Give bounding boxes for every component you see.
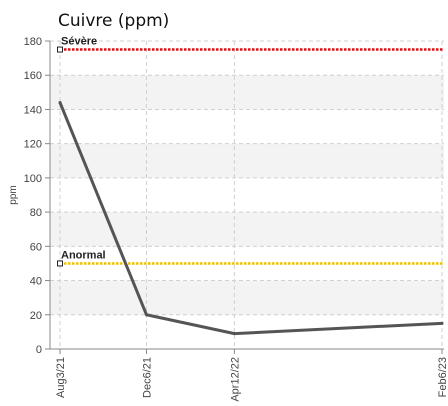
y-tick-label: 180 [24, 36, 42, 48]
series-line [58, 101, 444, 336]
reference-marker [57, 260, 63, 267]
y-tick-label: 100 [24, 173, 42, 185]
background-bands [50, 75, 444, 315]
reference-label: Anormal [61, 249, 106, 261]
series-layer [58, 101, 444, 336]
y-tick-label: 140 [24, 104, 42, 116]
x-tick-label: Feb6/23 [437, 357, 448, 397]
y-tick-label: 60 [30, 241, 42, 253]
y-tick-label: 40 [30, 276, 42, 288]
x-tick-label: Apr12/22 [229, 357, 241, 402]
vertical-gridlines [59, 41, 443, 349]
data-point [440, 321, 444, 325]
y-tick-label: 0 [36, 344, 42, 356]
x-tick-label: Dec6/21 [142, 357, 154, 398]
y-tick-label: 160 [24, 70, 42, 82]
y-axis-label: ppm [8, 185, 19, 204]
data-point [232, 332, 236, 336]
y-tick-label: 120 [24, 139, 42, 151]
reference-label: Sévère [61, 36, 97, 48]
grid-band [50, 212, 444, 247]
grid-band [50, 75, 444, 110]
y-axis-ticks: 0 20 40 60 80 100 120 140 160 180 [24, 36, 50, 356]
chart-title: Cuivre (ppm) [58, 11, 169, 31]
grid-band [50, 143, 444, 178]
grid-band [50, 280, 444, 315]
y-tick-label: 20 [30, 310, 42, 322]
y-tick-label: 80 [30, 207, 42, 219]
horizontal-gridlines [50, 40, 444, 316]
reference-marker [57, 46, 63, 53]
data-point [145, 313, 149, 317]
x-axis-ticks: Aug3/21 Dec6/21 Apr12/22 Feb6/23 [55, 349, 448, 402]
x-tick-label: Aug3/21 [55, 357, 67, 398]
data-point [58, 101, 62, 105]
